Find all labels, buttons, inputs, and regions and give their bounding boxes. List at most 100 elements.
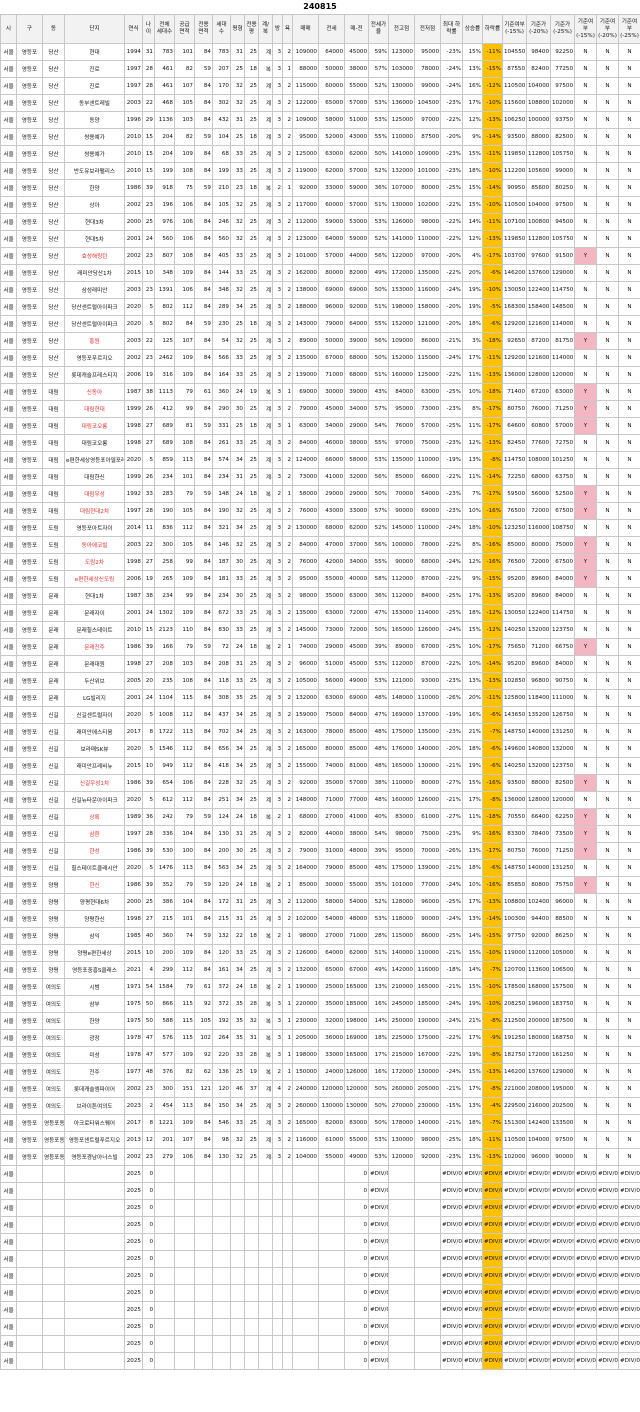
table-cell: 2: [282, 621, 293, 639]
table-cell: [212, 1182, 231, 1200]
table-cell: 12%: [462, 230, 483, 248]
table-cell: 53000: [344, 213, 369, 231]
table-row: 서울 영등포 영등포동 영등포센트럴푸르지오 2013 12 201 107 84 98 32 25 계…: [0, 1131, 640, 1149]
table-cell: 영등포동: [42, 1131, 65, 1149]
table-cell: 163000: [292, 723, 319, 741]
table-cell: 2: [282, 723, 293, 741]
table-cell: 25: [244, 672, 259, 690]
table-cell: N: [574, 519, 597, 537]
table-cell: 95000: [292, 570, 319, 588]
table-cell: -22%: [440, 570, 463, 588]
table-cell: 25: [244, 893, 259, 911]
table-cell: 68000: [318, 519, 345, 537]
table-cell: 165000: [344, 1046, 369, 1064]
table-cell: #DIV/0!: [368, 1250, 389, 1268]
table-cell: 32: [230, 77, 245, 95]
table-cell: N: [596, 961, 619, 979]
table-cell: #DIV/0!: [526, 1250, 551, 1268]
table-cell: #DIV/0!: [550, 1301, 575, 1319]
table-cell: 상록: [64, 808, 125, 826]
table-cell: 영등포: [16, 43, 43, 61]
table-cell: N: [618, 77, 640, 95]
table-cell: 2: [282, 536, 293, 554]
table-row: 서울 영등포 대림 대림한신 1999 26 234 101 84 234 31 25 계 3 2 73000…: [0, 468, 640, 486]
table-cell: #DIV/0!: [502, 1284, 527, 1302]
table-cell: 102: [194, 1029, 213, 1047]
table-cell: 63000: [318, 689, 345, 707]
table-cell: 32: [230, 213, 245, 231]
table-cell: 39%: [368, 842, 389, 860]
table-cell: N: [596, 468, 619, 486]
table-cell: [282, 1199, 293, 1217]
table-cell: N: [574, 689, 597, 707]
table-cell: N: [596, 400, 619, 418]
table-cell: [154, 1335, 175, 1353]
table-cell: 2: [282, 332, 293, 350]
table-cell: 160000: [388, 366, 415, 384]
table-cell: 1986: [124, 179, 143, 197]
table-cell: N: [618, 587, 640, 605]
table-cell: 70000: [388, 485, 415, 503]
table-cell: 영등포: [16, 876, 43, 894]
table-cell: 15: [142, 162, 155, 180]
table-cell: 계: [258, 621, 273, 639]
table-cell: 신길: [42, 859, 65, 877]
table-cell: N: [574, 995, 597, 1013]
table-cell: -24%: [440, 553, 463, 571]
table-row: 서울 영등포 당산 상아 2002 23 196 106 84 105 32 25 계 3 2 117000 6…: [0, 196, 640, 214]
table-cell: 23: [142, 247, 155, 265]
table-cell: 2: [282, 468, 293, 486]
table-cell: 1977: [124, 1063, 143, 1081]
table-cell: 114750: [550, 281, 575, 299]
table-cell: [318, 1318, 345, 1336]
table-cell: 2: [282, 43, 293, 61]
table-cell: 0: [142, 1318, 155, 1336]
table-cell: 63000: [318, 604, 345, 622]
table-cell: 1987: [124, 587, 143, 605]
table-cell: 116000: [414, 281, 441, 299]
table-cell: 1722: [154, 723, 175, 741]
table-cell: 47000: [318, 536, 345, 554]
table-cell: 57%: [368, 60, 389, 78]
table-cell: 신길: [42, 825, 65, 843]
table-cell: [318, 1199, 345, 1217]
table-cell: 84: [194, 43, 213, 61]
table-cell: 104: [174, 893, 195, 911]
table-cell: [42, 1250, 65, 1268]
table-cell: [230, 1352, 245, 1370]
table-cell: -13%: [482, 434, 503, 452]
table-cell: 30: [230, 400, 245, 418]
table-cell: #DIV/0!: [462, 1301, 483, 1319]
table-cell: -13%: [482, 111, 503, 129]
table-cell: 50%: [368, 621, 389, 639]
table-cell: -13%: [482, 1148, 503, 1166]
table-cell: 215: [212, 910, 231, 928]
table-cell: 25: [244, 298, 259, 316]
table-cell: 195000: [550, 1080, 575, 1098]
table-cell: 58000: [318, 893, 345, 911]
table-cell: #DIV/0!: [574, 1318, 597, 1336]
table-cell: #DIV/0!: [462, 1335, 483, 1353]
table-cell: 120000: [318, 1080, 345, 1098]
table-cell: 64000: [344, 315, 369, 333]
table-cell: 25: [142, 893, 155, 911]
table-cell: -24%: [440, 621, 463, 639]
table-cell: 76000: [526, 842, 551, 860]
table-cell: 234: [212, 587, 231, 605]
table-cell: 16%: [368, 995, 389, 1013]
table-cell: 82500: [550, 128, 575, 146]
table-cell: 25: [244, 519, 259, 537]
table-cell: 130000: [318, 1097, 345, 1115]
table-cell: 2025: [124, 1318, 143, 1336]
table-cell: 계: [258, 689, 273, 707]
table-cell: 103000: [388, 60, 415, 78]
table-cell: #DIV/0!: [574, 1301, 597, 1319]
table-cell: 33: [230, 264, 245, 282]
table-cell: 13%: [462, 1148, 483, 1166]
table-cell: 10: [142, 944, 155, 962]
table-row: 서울 영등포 영등포동 아크로타워스퀘어 2017 8 1221 109 84 546 33 25 계 3…: [0, 1114, 640, 1132]
table-cell: 17%: [462, 1080, 483, 1098]
table-cell: 15%: [462, 43, 483, 61]
table-cell: 1978: [124, 1046, 143, 1064]
table-cell: 2025: [124, 1199, 143, 1217]
